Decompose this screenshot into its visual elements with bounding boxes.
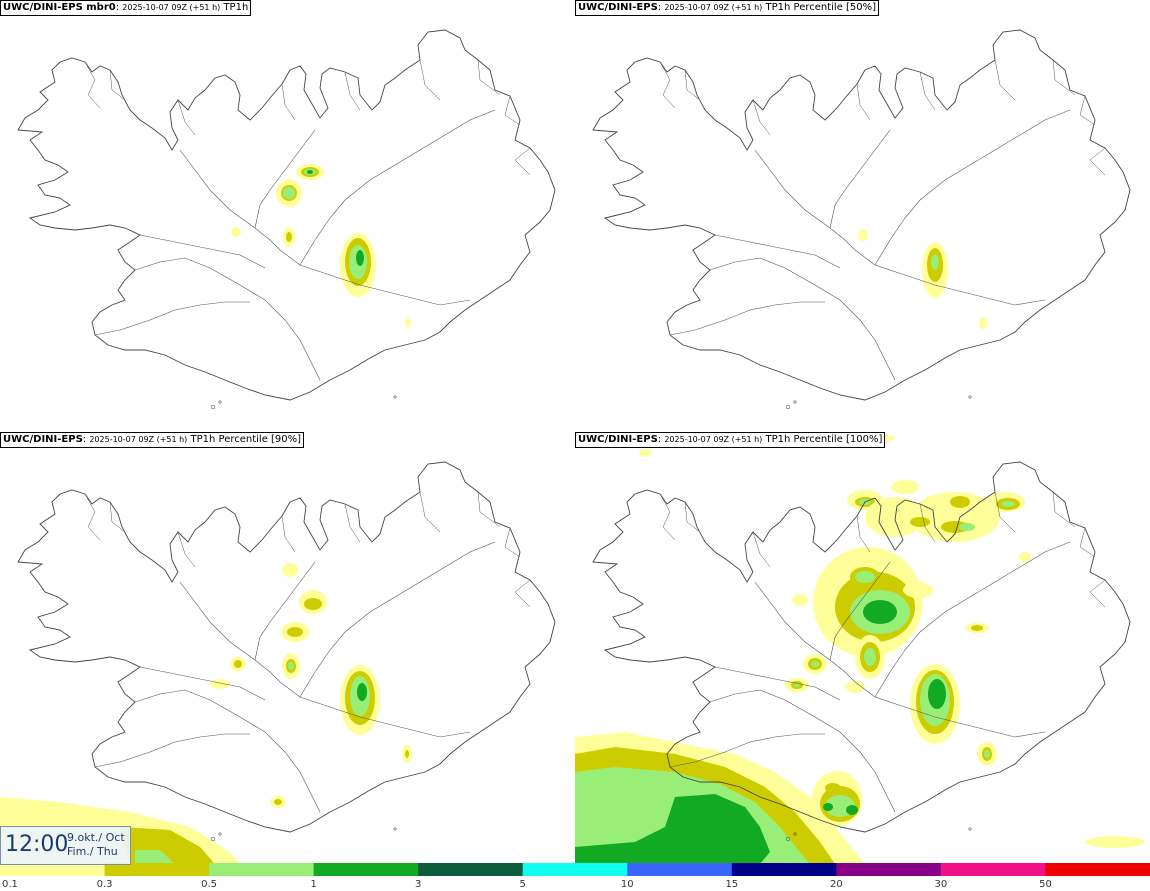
legend-label: 30 [935, 879, 948, 890]
panel-title: UWC/DINI-EPS mbr0: 2025-10-07 09Z (+51 h… [0, 0, 251, 16]
legend-label: 50 [1039, 879, 1052, 890]
legend-swatch [209, 863, 314, 876]
legend-bar: 0.1 0.3 0.5 1 3 5 10 15 20 30 50 [0, 863, 1150, 891]
valid-time: 12:00 [5, 832, 68, 857]
legend-swatch [627, 863, 732, 876]
legend-swatch [418, 863, 523, 876]
precip-map [575, 432, 1150, 864]
legend-label: 5 [520, 879, 526, 890]
valid-date-line1: 9.okt./ Oct [67, 831, 125, 845]
panel-title: UWC/DINI-EPS: 2025-10-07 09Z (+51 h) TP1… [575, 0, 879, 16]
legend-swatch [732, 863, 837, 876]
precip-map [575, 0, 1150, 432]
panel-title: UWC/DINI-EPS: 2025-10-07 09Z (+51 h) TP1… [0, 432, 304, 448]
panel-mbr0: UWC/DINI-EPS mbr0: 2025-10-07 09Z (+51 h… [0, 0, 575, 432]
panel-percentile-50: UWC/DINI-EPS: 2025-10-07 09Z (+51 h) TP1… [575, 0, 1150, 432]
legend-swatch [1045, 863, 1150, 876]
valid-date-line2: Fim./ Thu [67, 845, 125, 859]
valid-time-box: 12:00 9.okt./ Oct Fim./ Thu [0, 826, 131, 865]
precip-map [0, 432, 575, 864]
legend-swatch [941, 863, 1046, 876]
legend-label: 20 [830, 879, 843, 890]
legend-swatch [314, 863, 419, 876]
legend-label: 0.1 [2, 879, 18, 890]
valid-date: 9.okt./ Oct Fim./ Thu [67, 831, 125, 859]
legend-label: 0.5 [201, 879, 217, 890]
legend-label: 3 [415, 879, 421, 890]
panel-percentile-100: UWC/DINI-EPS: 2025-10-07 09Z (+51 h) TP1… [575, 432, 1150, 864]
precip-legend: 0.1 0.3 0.5 1 3 5 10 15 20 30 50 [0, 863, 1150, 891]
legend-label: 0.3 [97, 879, 113, 890]
legend-label: 15 [725, 879, 738, 890]
precip-map [0, 0, 575, 432]
panel-title: UWC/DINI-EPS: 2025-10-07 09Z (+51 h) TP1… [575, 432, 885, 448]
legend-swatch [836, 863, 941, 876]
panel-percentile-90: UWC/DINI-EPS: 2025-10-07 09Z (+51 h) TP1… [0, 432, 575, 864]
legend-label: 10 [621, 879, 634, 890]
legend-label: 1 [310, 879, 316, 890]
legend-swatch [523, 863, 628, 876]
